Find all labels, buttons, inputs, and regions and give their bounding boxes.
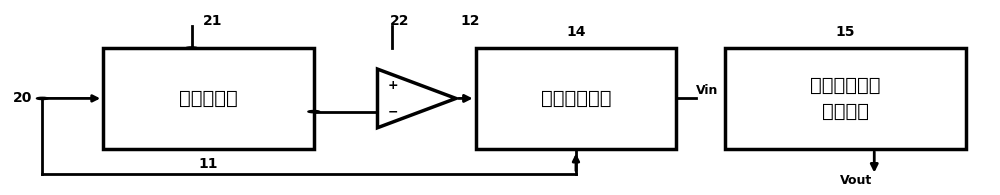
Text: 22: 22 xyxy=(390,13,410,27)
Bar xyxy=(476,48,676,149)
Text: +: + xyxy=(387,79,398,92)
Polygon shape xyxy=(378,69,456,128)
Text: 20: 20 xyxy=(13,91,33,105)
Text: 11: 11 xyxy=(199,157,218,171)
Circle shape xyxy=(36,97,48,99)
Text: 充放电电路: 充放电电路 xyxy=(179,89,238,108)
Text: 14: 14 xyxy=(566,25,586,39)
Text: Vout: Vout xyxy=(840,174,872,187)
Text: 12: 12 xyxy=(461,13,480,27)
Text: 21: 21 xyxy=(203,13,223,27)
Bar xyxy=(103,48,314,149)
Text: Vin: Vin xyxy=(696,84,718,98)
Text: −: − xyxy=(387,105,398,118)
Circle shape xyxy=(186,47,197,49)
Text: 电压输出电路: 电压输出电路 xyxy=(541,89,611,108)
Bar xyxy=(725,48,966,149)
Circle shape xyxy=(308,111,320,113)
Text: 电压过冲抑制
调制电路: 电压过冲抑制 调制电路 xyxy=(810,76,881,121)
Text: 15: 15 xyxy=(836,25,855,39)
